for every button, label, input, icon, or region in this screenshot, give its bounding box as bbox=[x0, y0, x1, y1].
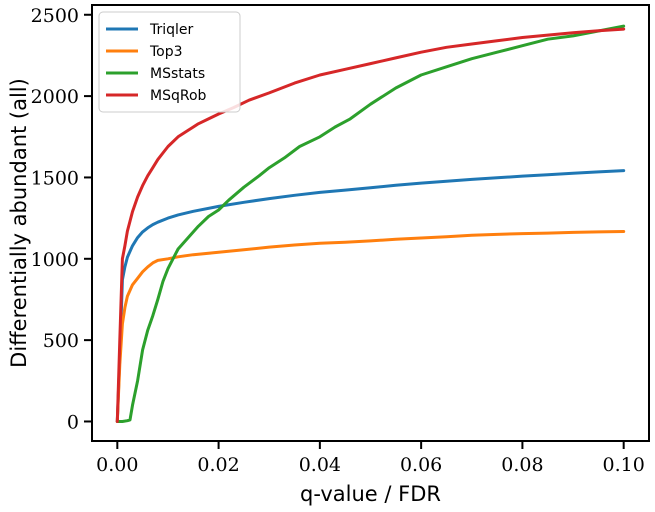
y-tick-label: 500 bbox=[43, 330, 79, 352]
series-line-top3 bbox=[115, 230, 626, 423]
series-lines bbox=[115, 24, 626, 423]
legend: Triqler Top3 MSstats MSqRob bbox=[98, 11, 241, 113]
series-line-msstats bbox=[115, 24, 626, 423]
y-axis-label: Differentially abundant (all) bbox=[7, 78, 31, 368]
x-tick-label: 0.00 bbox=[96, 454, 138, 476]
legend-entry-triqler: Triqler bbox=[149, 22, 194, 38]
x-tick-label: 0.10 bbox=[603, 454, 645, 476]
y-tick-label: 0 bbox=[67, 411, 79, 433]
legend-box bbox=[98, 11, 241, 113]
x-tick-label: 0.04 bbox=[299, 454, 341, 476]
y-tick-label: 2500 bbox=[31, 5, 79, 27]
y-tick-label: 1000 bbox=[31, 249, 79, 271]
x-tick-label: 0.08 bbox=[501, 454, 543, 476]
legend-entry-top3: Top3 bbox=[149, 44, 183, 60]
plot-frame bbox=[91, 4, 650, 442]
x-axis-ticks: 0.00 0.02 0.04 0.06 0.08 0.10 bbox=[96, 441, 645, 476]
series-line-triqler bbox=[115, 169, 626, 423]
x-tick-label: 0.02 bbox=[197, 454, 239, 476]
y-tick-label: 2000 bbox=[31, 86, 79, 108]
legend-entry-msqrob: MSqRob bbox=[150, 88, 207, 104]
series-line-msqrob bbox=[115, 27, 626, 423]
x-axis-label: q-value / FDR bbox=[300, 482, 441, 506]
legend-entry-msstats: MSstats bbox=[150, 66, 205, 82]
y-axis-ticks: 0 500 1000 1500 2000 2500 bbox=[31, 5, 92, 433]
y-tick-label: 1500 bbox=[31, 167, 79, 189]
x-tick-label: 0.06 bbox=[400, 454, 442, 476]
